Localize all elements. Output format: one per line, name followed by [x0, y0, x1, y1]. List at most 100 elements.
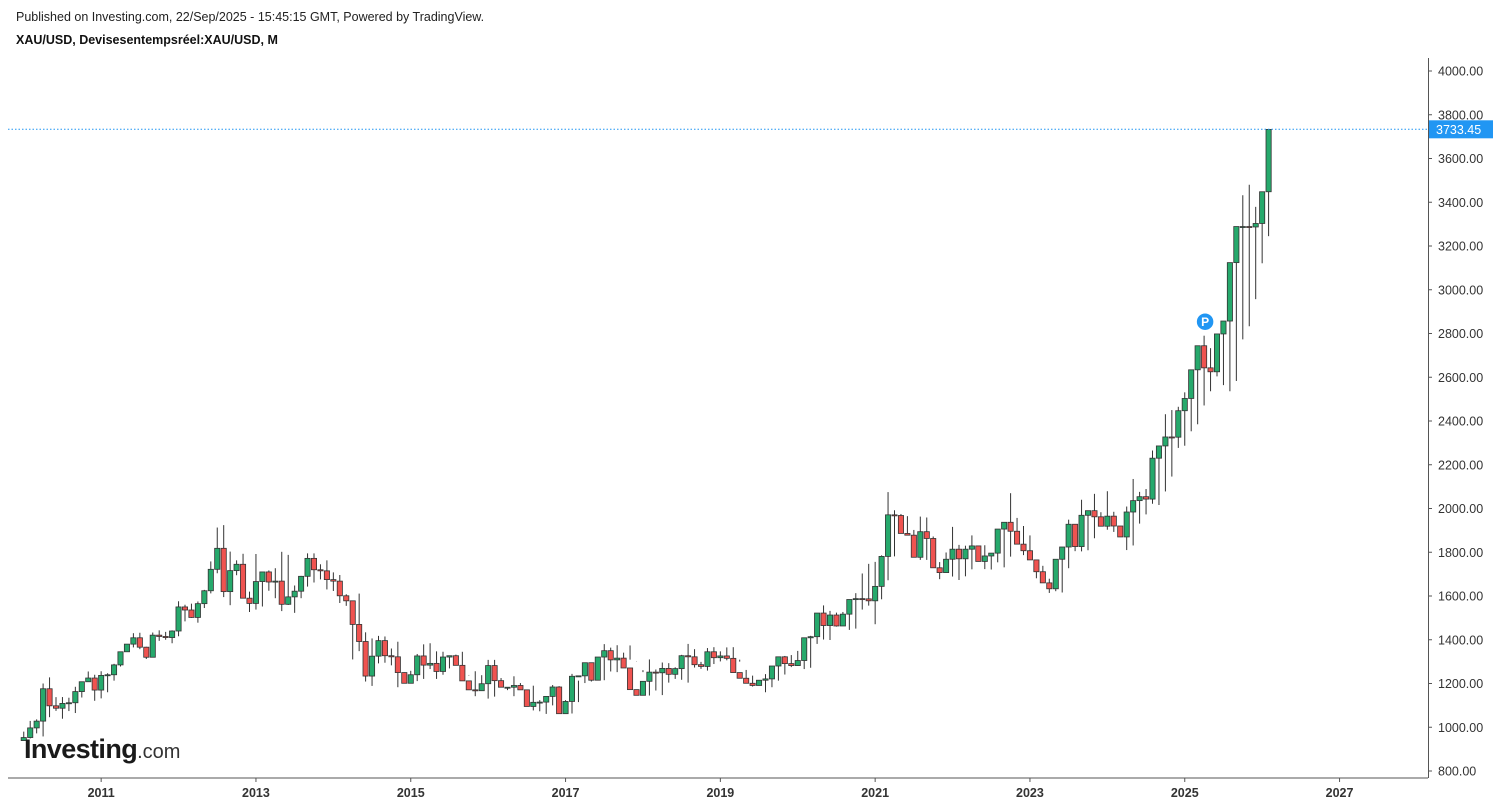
candle-body — [233, 563, 240, 572]
candle-body — [1085, 510, 1092, 516]
candle-body — [723, 655, 730, 659]
candle-body — [852, 598, 859, 601]
candle-body — [1091, 510, 1098, 518]
candle-body — [298, 575, 305, 592]
candle-body — [285, 596, 292, 605]
candle-body — [1252, 223, 1259, 228]
y-tick-label: 2800.00 — [1438, 327, 1483, 341]
candle-body — [336, 580, 343, 597]
candle-body — [1155, 445, 1162, 459]
candle-body — [1123, 511, 1130, 538]
candle-body — [756, 679, 763, 686]
candle-body — [717, 655, 724, 659]
candle-body — [117, 651, 124, 666]
y-tick-label: 2400.00 — [1438, 415, 1483, 429]
candle-body — [356, 624, 363, 642]
y-tick-label: 1800.00 — [1438, 546, 1483, 560]
candle-body — [472, 689, 479, 692]
candle-body — [452, 655, 459, 666]
event-marker-label: P — [1201, 315, 1209, 329]
candle-body — [710, 651, 717, 659]
y-tick-label: 4000.00 — [1438, 65, 1483, 79]
candle-body — [414, 655, 421, 676]
candle-body — [543, 696, 550, 703]
candle-body — [1233, 226, 1240, 264]
candle-body — [627, 667, 634, 691]
candle-body — [156, 634, 163, 637]
candle-body — [362, 641, 369, 677]
candle-body — [123, 643, 130, 653]
candle-body — [85, 677, 92, 683]
candle-body — [207, 568, 214, 592]
candle-body — [1033, 559, 1040, 573]
y-tick-label: 2200.00 — [1438, 458, 1483, 472]
candle-body — [1001, 521, 1008, 530]
candle-body — [111, 664, 118, 676]
x-tick-label: 2019 — [706, 786, 734, 800]
candle-body — [1052, 558, 1059, 590]
candle-body — [672, 668, 679, 675]
y-tick-label: 3000.00 — [1438, 283, 1483, 297]
candle-body — [169, 630, 176, 638]
candle-body — [768, 665, 775, 680]
candle-body — [659, 668, 666, 674]
candle-body — [1175, 410, 1182, 438]
candle-body — [827, 614, 834, 626]
candle-body — [930, 538, 937, 569]
y-tick-label: 1400.00 — [1438, 633, 1483, 647]
candle-body — [730, 657, 737, 673]
candle-body — [188, 609, 195, 618]
last-price-badge — [1429, 120, 1493, 139]
candle-body — [272, 580, 279, 583]
candle-body — [1226, 262, 1233, 322]
candle-body — [530, 701, 537, 707]
x-tick-label: 2021 — [861, 786, 889, 800]
y-tick-label: 1200.00 — [1438, 677, 1483, 691]
candle-body — [1020, 543, 1027, 552]
candle-body — [801, 637, 808, 661]
candle-body — [736, 672, 743, 679]
candle-body — [401, 672, 408, 684]
candle-body — [975, 545, 982, 562]
candle-body — [1078, 514, 1085, 547]
candle-body — [956, 548, 963, 560]
candle-body — [614, 657, 621, 661]
x-tick-label: 2025 — [1171, 786, 1199, 800]
candle-body — [923, 531, 930, 539]
investing-logo: Investing.com — [24, 734, 180, 765]
candle-body — [917, 531, 924, 558]
candles-layer — [20, 129, 1272, 741]
y-tick-label: 3200.00 — [1438, 240, 1483, 254]
candle-body — [994, 528, 1001, 554]
candle-body — [1117, 525, 1124, 538]
candle-body — [607, 650, 614, 661]
y-tick-label: 1600.00 — [1438, 590, 1483, 604]
candle-body — [194, 603, 201, 618]
candle-body — [1188, 369, 1195, 399]
candle-body — [665, 668, 672, 675]
candle-body — [20, 737, 27, 741]
y-tick-label: 800.00 — [1438, 765, 1476, 779]
candle-body — [1265, 129, 1272, 193]
candle-body — [407, 674, 414, 684]
candle-body — [91, 677, 98, 691]
candle-body — [65, 702, 72, 705]
candle-body — [814, 612, 821, 638]
candle-body — [220, 547, 227, 593]
candle-body — [988, 552, 995, 557]
candle-body — [575, 675, 582, 678]
candle-body — [833, 614, 840, 627]
candle-body — [1149, 457, 1156, 500]
candle-body — [388, 655, 395, 658]
y-tick-label: 3400.00 — [1438, 196, 1483, 210]
candle-body — [865, 598, 872, 602]
logo-suffix-text: .com — [137, 741, 181, 763]
candle-body — [304, 557, 311, 577]
candle-body — [556, 686, 563, 715]
candle-body — [27, 727, 34, 738]
candle-body — [227, 570, 234, 593]
candle-body — [446, 655, 453, 658]
candle-body — [949, 548, 956, 560]
candle-body — [1181, 398, 1188, 412]
